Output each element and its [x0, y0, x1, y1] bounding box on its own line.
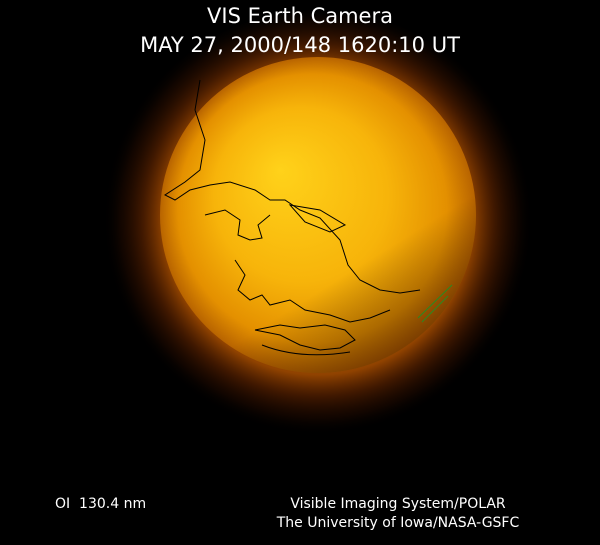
earth-shading	[160, 57, 476, 373]
credit-line: The University of Iowa/NASA-GSFC	[276, 515, 520, 531]
terminator-marks	[417, 284, 453, 323]
coastlines	[163, 79, 421, 356]
credit-line: Visible Imaging System/POLAR	[290, 496, 506, 512]
title: VIS Earth Camera	[207, 4, 393, 28]
timestamp: MAY 27, 2000/148 1620:10 UT	[140, 33, 460, 57]
wavelength: OI 130.4 nm	[55, 496, 146, 512]
